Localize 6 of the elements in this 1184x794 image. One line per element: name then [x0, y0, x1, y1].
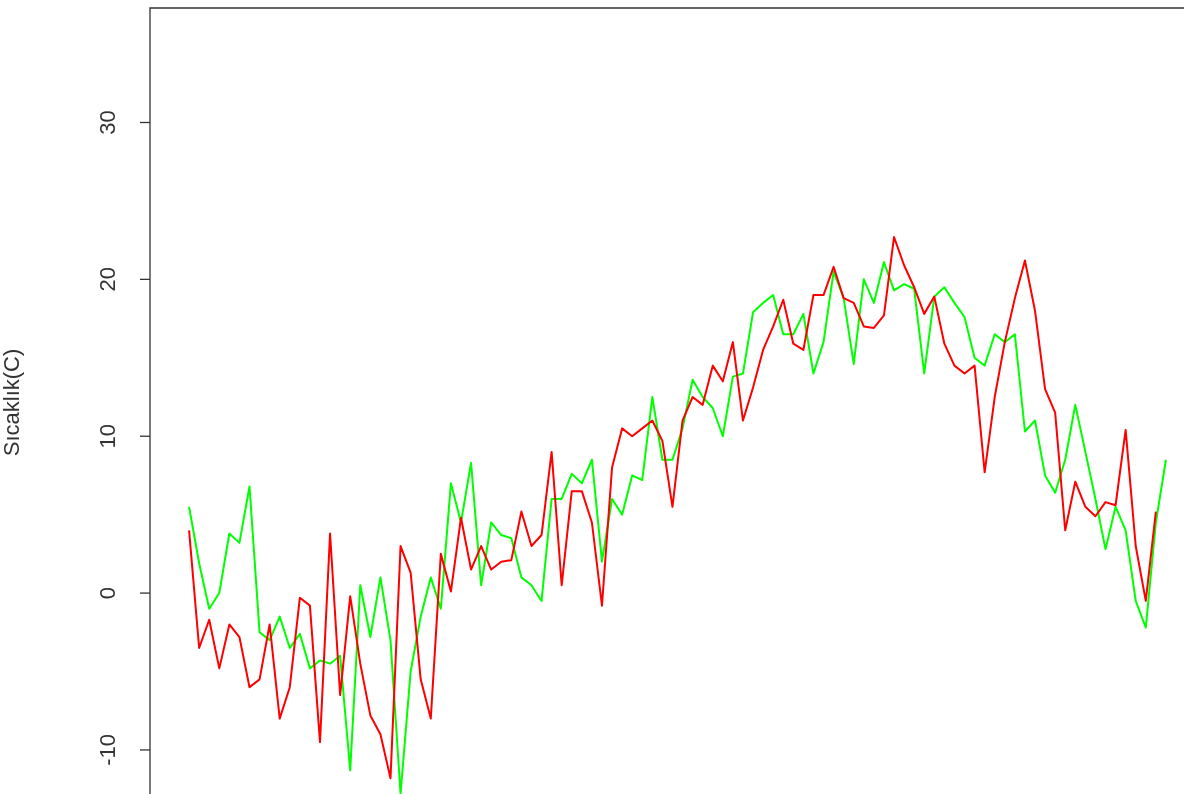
- y-tick-label: 0: [95, 586, 121, 600]
- y-axis-title: Sıcaklık(C): [0, 348, 25, 457]
- y-tick-label: 10: [95, 423, 121, 449]
- y-tick-label: 30: [95, 110, 121, 135]
- y-tick-label: 20: [95, 267, 121, 292]
- y-tick-label: -10: [95, 734, 121, 766]
